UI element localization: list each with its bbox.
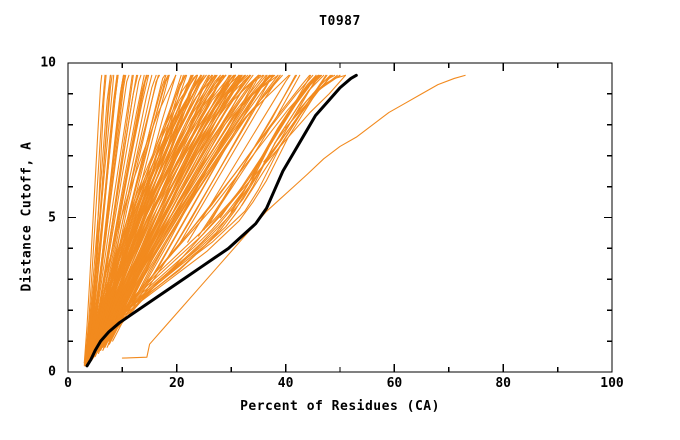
prediction-curve (83, 74, 103, 364)
y-axis-label: Distance Cutoff, A (19, 141, 35, 292)
prediction-curve (96, 74, 205, 351)
prediction-curve (84, 74, 106, 364)
prediction-curve (102, 74, 245, 351)
prediction-curve (89, 74, 133, 358)
prediction-curve (92, 74, 203, 355)
prediction-curve (143, 74, 261, 287)
prediction-curve (94, 74, 236, 351)
prediction-curve (252, 74, 328, 181)
x-tick-label: 80 (495, 376, 512, 391)
prediction-curve (94, 74, 251, 358)
prediction-curve (121, 74, 466, 359)
prediction-curve (85, 74, 177, 364)
prediction-curve (312, 74, 341, 95)
prediction-curve (91, 74, 142, 355)
prediction-curve (94, 74, 202, 353)
axis-frame-layer (67, 62, 613, 373)
prediction-curve (165, 74, 274, 262)
prediction-curve (91, 74, 319, 361)
prediction-curve (116, 74, 254, 330)
prediction-curve (100, 74, 240, 345)
prediction-curve (176, 74, 281, 249)
x-tick-label: 20 (168, 376, 185, 391)
prediction-curve (90, 74, 197, 356)
chart-title: T0987 (319, 14, 361, 29)
y-tick-label: 0 (48, 364, 56, 380)
prediction-curve (89, 74, 197, 358)
x-axis-label: Percent of Residues (CA) (240, 399, 440, 414)
prediction-curve (85, 74, 125, 364)
data-series-layer (83, 73, 466, 368)
prediction-curve (89, 74, 134, 359)
prediction-curve (97, 74, 240, 348)
prediction-curve (110, 74, 243, 336)
x-tick-label: 100 (600, 376, 624, 391)
y-tick-label: 5 (48, 210, 56, 225)
prediction-curve (85, 74, 115, 362)
prediction-curve (198, 74, 296, 237)
x-tick-label: 0 (64, 376, 72, 391)
prediction-curve (154, 74, 268, 274)
x-tick-label: 40 (277, 376, 294, 391)
prediction-curve (85, 74, 119, 361)
prediction-curve (84, 74, 111, 362)
x-tick-label: 60 (386, 376, 403, 391)
y-tick-label: 10 (40, 55, 56, 71)
reference-curve (85, 73, 358, 368)
